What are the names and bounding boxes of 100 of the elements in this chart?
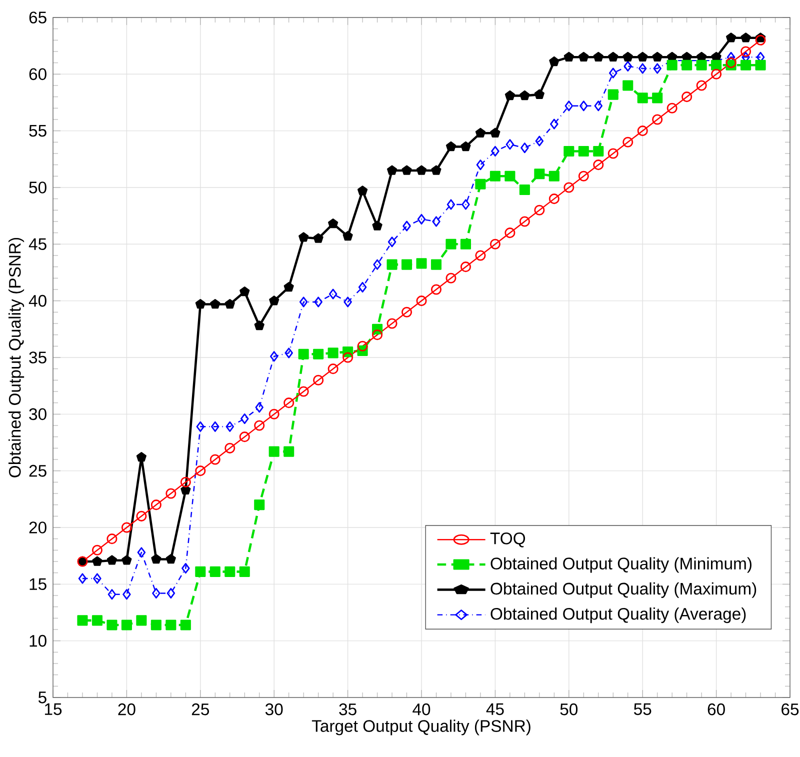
point bbox=[593, 52, 604, 62]
x-tick-label: 30 bbox=[265, 704, 283, 716]
point bbox=[726, 58, 736, 68]
point bbox=[519, 184, 530, 196]
point bbox=[195, 466, 206, 476]
point bbox=[608, 68, 618, 79]
point bbox=[136, 452, 146, 462]
point bbox=[150, 620, 162, 630]
point bbox=[666, 103, 678, 114]
y-tick-label: 20 bbox=[29, 522, 46, 534]
legend-label: TOQ bbox=[490, 532, 526, 548]
point bbox=[711, 69, 722, 80]
y-tick-label: 15 bbox=[30, 578, 46, 590]
point bbox=[430, 260, 442, 270]
point bbox=[93, 573, 102, 584]
point bbox=[608, 90, 618, 100]
point bbox=[504, 171, 516, 182]
point bbox=[226, 422, 234, 432]
point bbox=[490, 128, 500, 138]
point bbox=[254, 320, 264, 330]
point bbox=[564, 146, 574, 157]
point bbox=[284, 348, 293, 358]
y-tick-label: 35 bbox=[29, 352, 46, 364]
point bbox=[519, 216, 530, 228]
point bbox=[328, 289, 338, 300]
point bbox=[372, 221, 382, 231]
point bbox=[136, 615, 147, 626]
point bbox=[550, 119, 558, 130]
point bbox=[314, 296, 322, 308]
point bbox=[328, 218, 338, 228]
y-tick-label: 25 bbox=[29, 465, 46, 477]
point bbox=[166, 588, 176, 599]
point bbox=[328, 348, 338, 358]
point bbox=[299, 296, 308, 308]
point bbox=[239, 432, 250, 442]
point bbox=[755, 35, 766, 46]
point bbox=[166, 620, 176, 630]
point bbox=[121, 522, 132, 534]
point bbox=[210, 566, 220, 578]
point bbox=[504, 90, 515, 100]
point bbox=[580, 100, 588, 112]
y-tick-label: 30 bbox=[29, 408, 46, 420]
legend-label: Obtained Output Quality (Average) bbox=[490, 608, 746, 624]
point bbox=[548, 171, 560, 182]
point bbox=[180, 620, 191, 630]
point bbox=[78, 573, 87, 584]
point bbox=[462, 199, 470, 210]
point bbox=[298, 232, 309, 242]
point bbox=[652, 92, 663, 104]
x-tick-label: 40 bbox=[412, 704, 430, 716]
point bbox=[740, 46, 752, 58]
point bbox=[313, 375, 324, 386]
point bbox=[268, 446, 280, 458]
legend-label: Obtained Output Quality (Minimum) bbox=[490, 557, 752, 574]
y-tick-label: 60 bbox=[29, 68, 46, 80]
point bbox=[136, 511, 147, 522]
point bbox=[372, 330, 383, 340]
point bbox=[182, 563, 190, 574]
point bbox=[416, 296, 427, 306]
point bbox=[401, 307, 412, 318]
point bbox=[284, 282, 294, 292]
point bbox=[593, 160, 604, 170]
point bbox=[638, 52, 648, 62]
y-tick-label: 5 bbox=[38, 692, 46, 704]
point bbox=[446, 199, 456, 210]
point bbox=[637, 92, 648, 104]
point bbox=[386, 260, 398, 270]
point bbox=[92, 545, 102, 556]
point bbox=[402, 165, 412, 176]
point bbox=[284, 398, 294, 408]
point bbox=[740, 60, 752, 71]
x-tick-label: 50 bbox=[560, 704, 578, 716]
point bbox=[386, 318, 398, 330]
point bbox=[240, 414, 249, 424]
point bbox=[166, 554, 176, 564]
point bbox=[298, 349, 309, 360]
x-tick-label: 60 bbox=[708, 704, 725, 716]
point bbox=[357, 186, 368, 196]
point bbox=[298, 386, 309, 398]
point bbox=[475, 128, 486, 138]
point bbox=[622, 80, 634, 92]
legend-label: Obtained Output Quality (Maximum) bbox=[490, 582, 756, 598]
point bbox=[549, 56, 560, 66]
point bbox=[578, 146, 589, 157]
point bbox=[624, 61, 632, 72]
point bbox=[239, 566, 250, 578]
point bbox=[520, 142, 529, 154]
point bbox=[548, 194, 560, 204]
point bbox=[77, 615, 88, 626]
point bbox=[696, 80, 707, 92]
point bbox=[210, 299, 220, 309]
point bbox=[416, 258, 427, 269]
point bbox=[254, 500, 265, 510]
point bbox=[106, 555, 118, 566]
point bbox=[534, 90, 544, 100]
point bbox=[152, 588, 160, 599]
point bbox=[726, 32, 736, 43]
x-tick-label: 65 bbox=[782, 704, 799, 716]
point bbox=[195, 566, 206, 578]
point bbox=[342, 231, 353, 241]
